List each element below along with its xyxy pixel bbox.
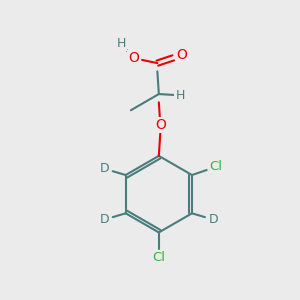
Text: Cl: Cl: [210, 160, 223, 173]
Text: O: O: [176, 48, 187, 62]
Text: D: D: [208, 213, 218, 226]
Text: H: H: [175, 89, 185, 102]
Text: O: O: [128, 51, 139, 65]
Text: D: D: [100, 213, 109, 226]
Text: H: H: [117, 37, 126, 50]
Text: D: D: [100, 162, 109, 175]
Text: Cl: Cl: [152, 251, 165, 264]
Text: O: O: [155, 118, 166, 132]
